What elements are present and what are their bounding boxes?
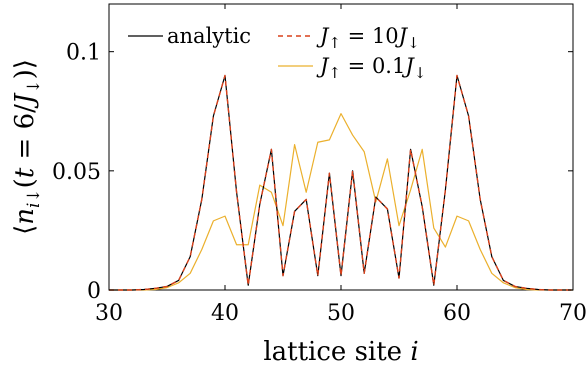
tick-layer: 30 40 50 60 70 0 0.05 0.1 (52, 4, 586, 326)
series-layer (109, 74, 573, 291)
series-0 (109, 74, 573, 291)
y-axis-title: ⟨ni↓(t = 6/J↓)⟩ (10, 59, 44, 235)
y-tick-label: 0 (87, 279, 101, 304)
y-tick-label: 0.1 (66, 41, 101, 66)
series-line-1 (109, 74, 573, 291)
x-axis-title: lattice site i (263, 337, 418, 367)
series-line-2 (109, 113, 573, 291)
legend-label-j-up-10: J↑ = 10J↓ (316, 24, 420, 52)
x-tick-label: 30 (95, 301, 123, 326)
x-tick-label: 60 (443, 301, 471, 326)
y-tick-label: 0.05 (52, 160, 101, 185)
x-tick-label: 40 (211, 301, 239, 326)
x-tick-label: 70 (559, 301, 586, 326)
series-2 (109, 113, 573, 291)
legend: analytic J↑ = 10J↓ J↑ = 0.1J↓ (128, 24, 426, 82)
x-tick-label: 50 (327, 301, 355, 326)
legend-label-analytic: analytic (167, 24, 251, 48)
plot-area: 30 40 50 60 70 0 0.05 0.1 (52, 3, 586, 326)
legend-label-j-up-0-1: J↑ = 0.1J↓ (316, 54, 426, 82)
series-1 (109, 74, 573, 291)
series-line-0 (109, 74, 573, 291)
